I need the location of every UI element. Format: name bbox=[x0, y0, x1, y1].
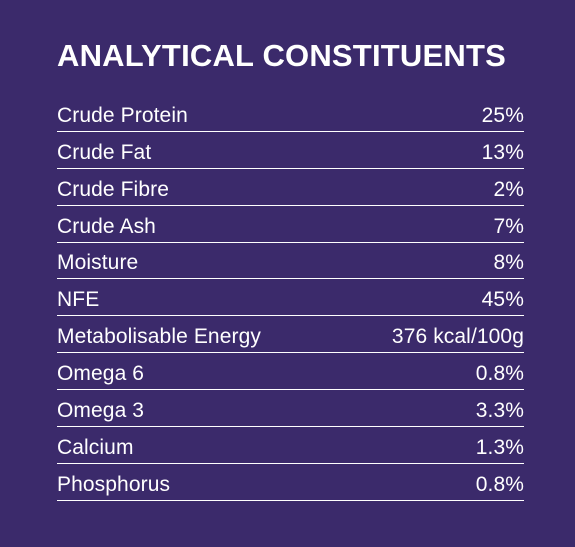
constituent-value: 0.8% bbox=[475, 472, 524, 496]
constituent-value: 25% bbox=[481, 103, 524, 127]
constituent-name: NFE bbox=[57, 288, 100, 312]
constituents-table: Crude Protein 25% Crude Fat 13% Crude Fi… bbox=[57, 95, 524, 501]
constituent-value: 3.3% bbox=[475, 399, 524, 423]
constituent-value: 376 kcal/100g bbox=[391, 325, 524, 349]
constituent-value: 1.3% bbox=[475, 435, 524, 459]
constituent-value: 13% bbox=[481, 140, 524, 164]
constituent-value: 0.8% bbox=[475, 362, 524, 386]
constituent-name: Metabolisable Energy bbox=[57, 325, 261, 349]
table-row: Crude Fat 13% bbox=[57, 132, 524, 169]
constituent-name: Omega 3 bbox=[57, 399, 145, 423]
table-row: Moisture 8% bbox=[57, 243, 524, 280]
table-row: Omega 3 3.3% bbox=[57, 390, 524, 428]
constituent-name: Moisture bbox=[57, 251, 139, 275]
constituent-value: 8% bbox=[493, 251, 524, 275]
table-row: Crude Fibre 2% bbox=[57, 169, 524, 206]
table-row: Omega 6 0.8% bbox=[57, 353, 524, 391]
table-row: NFE 45% bbox=[57, 279, 524, 317]
table-row: Crude Ash 7% bbox=[57, 206, 524, 243]
table-row: Crude Protein 25% bbox=[57, 95, 524, 132]
constituent-name: Calcium bbox=[57, 435, 134, 459]
constituent-name: Omega 6 bbox=[57, 362, 145, 386]
table-row: Metabolisable Energy 376 kcal/100g bbox=[57, 316, 524, 354]
constituent-name: Phosphorus bbox=[57, 472, 171, 496]
constituent-name: Crude Fibre bbox=[57, 177, 169, 201]
constituent-name: Crude Protein bbox=[57, 103, 188, 127]
panel-title: ANALYTICAL CONSTITUENTS bbox=[57, 38, 506, 73]
table-row: Phosphorus 0.8% bbox=[57, 464, 524, 501]
table-row: Calcium 1.3% bbox=[57, 427, 524, 464]
constituent-name: Crude Ash bbox=[57, 214, 156, 238]
constituent-name: Crude Fat bbox=[57, 140, 152, 164]
constituent-value: 7% bbox=[493, 214, 524, 238]
constituent-value: 2% bbox=[493, 177, 524, 201]
constituent-value: 45% bbox=[481, 288, 524, 312]
